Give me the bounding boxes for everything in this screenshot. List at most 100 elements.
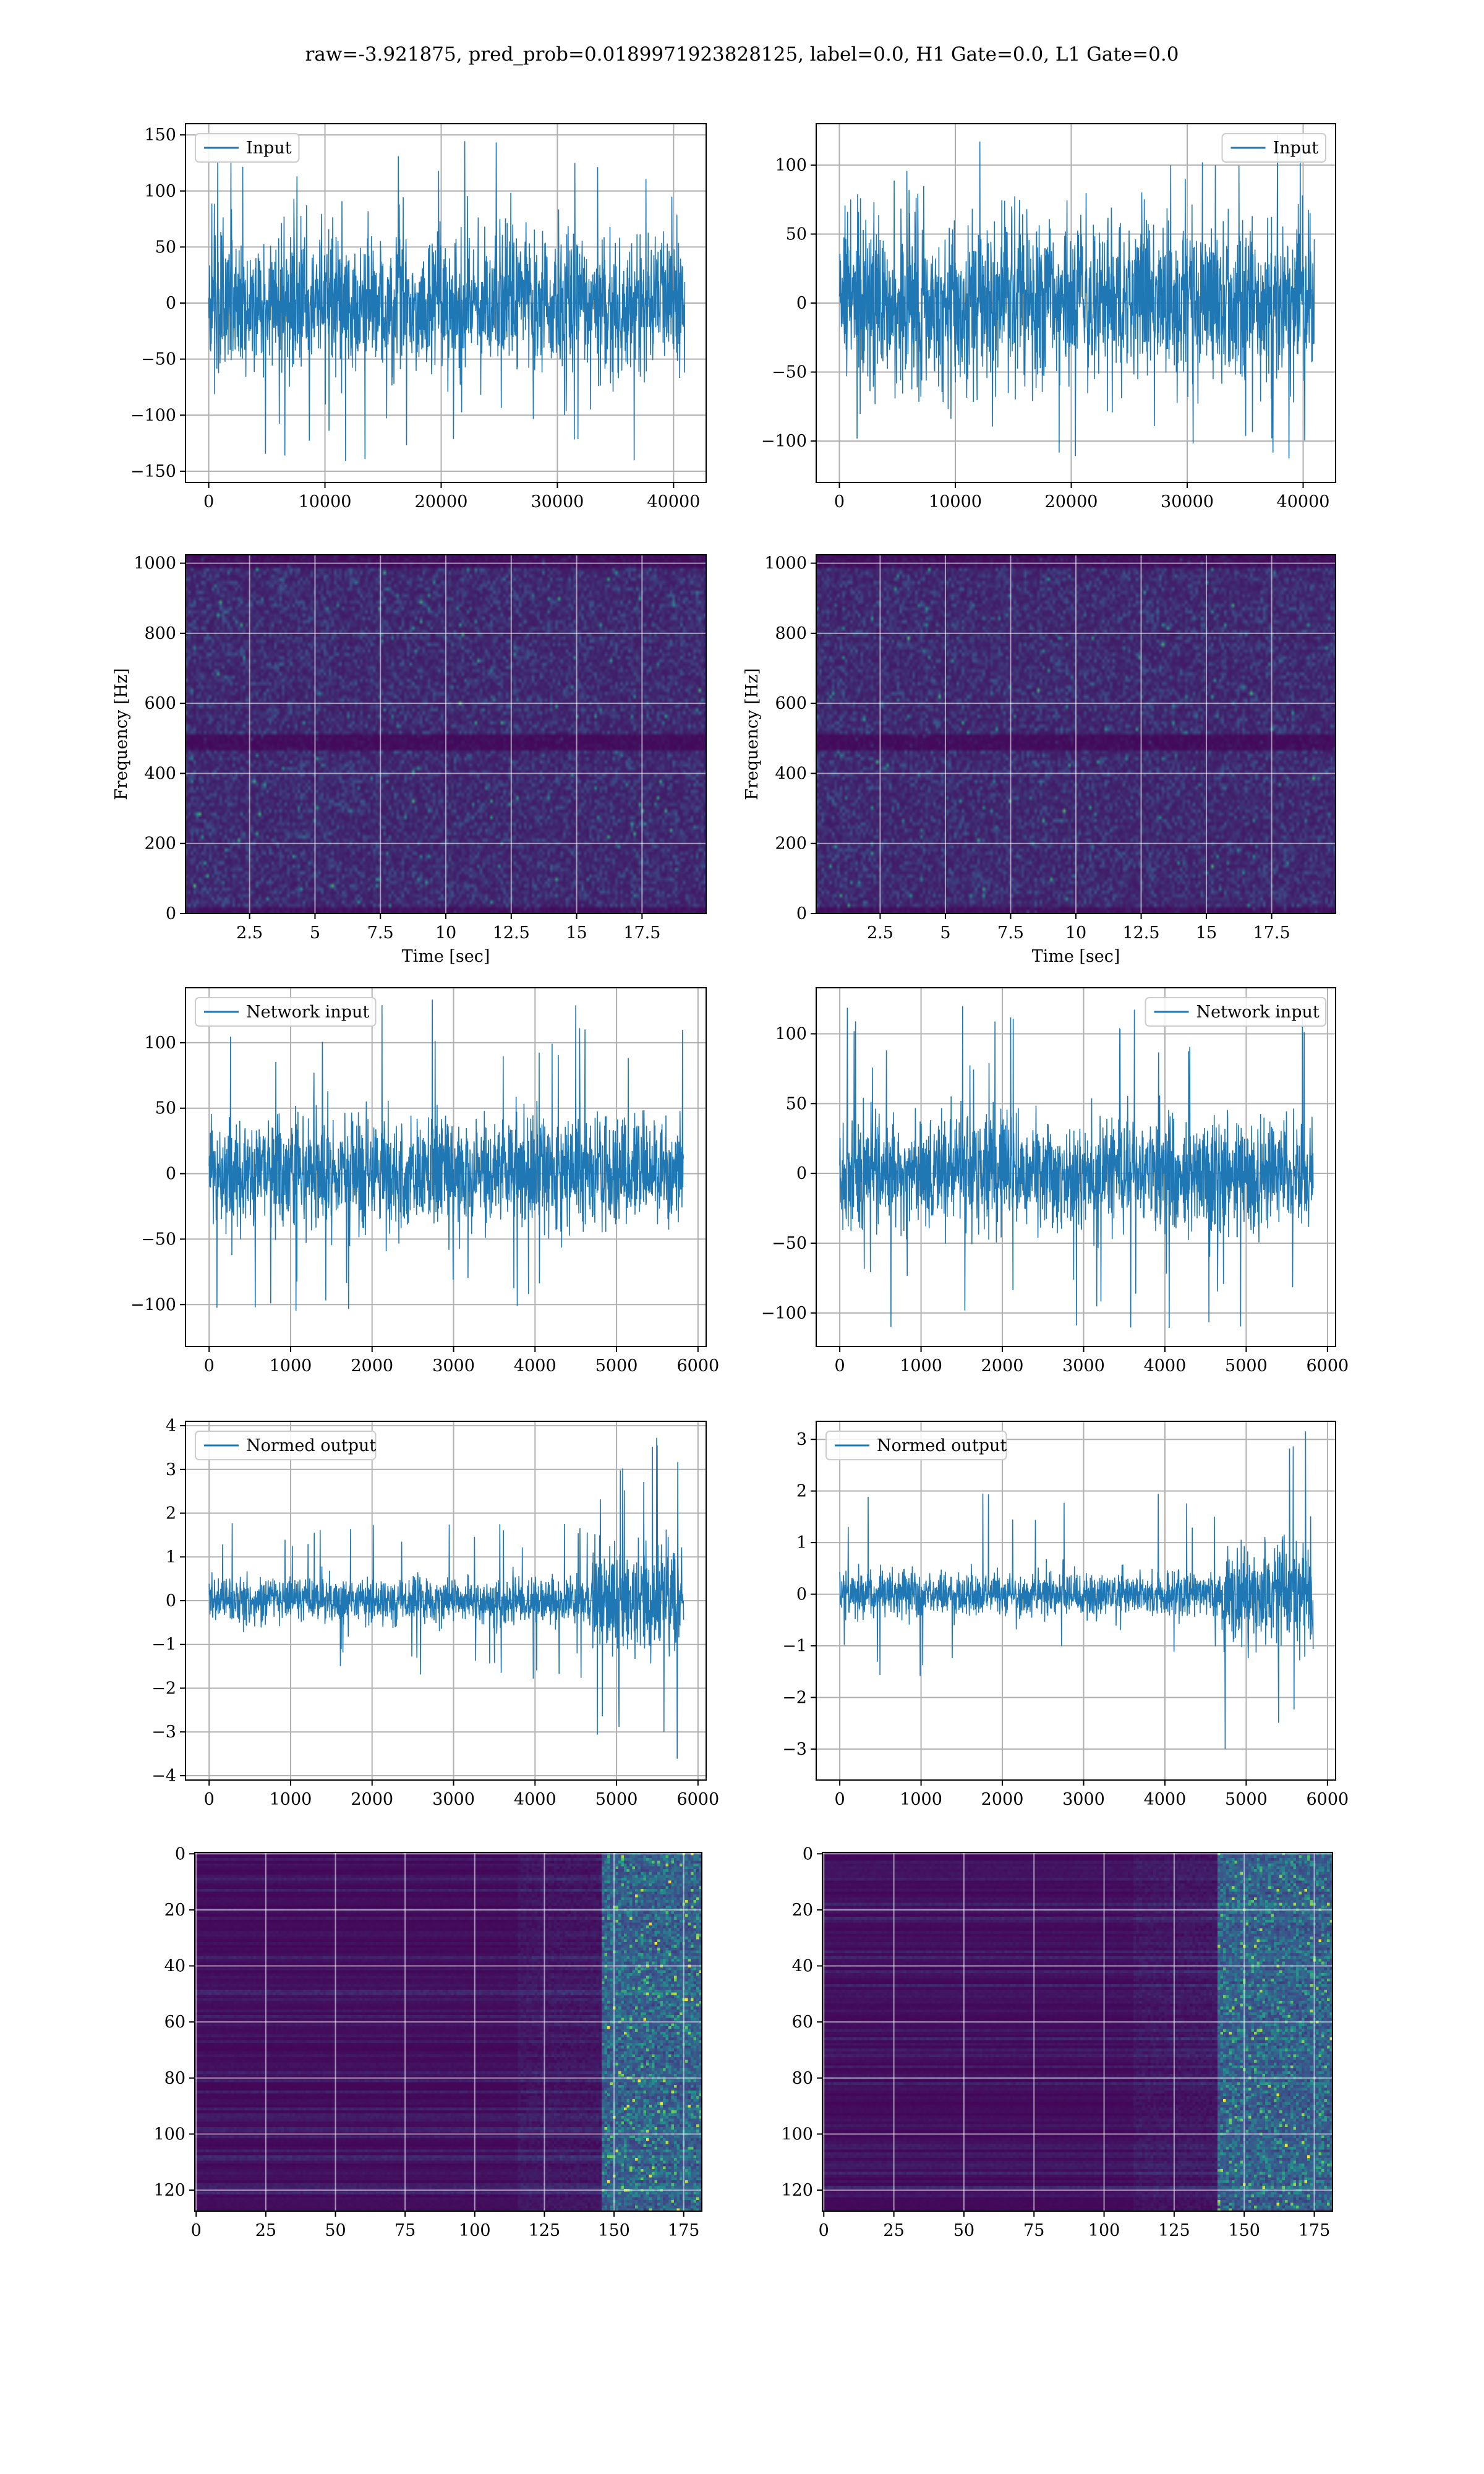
y-tick-label: −1 — [151, 1635, 176, 1654]
y-tick-label: −4 — [151, 1766, 176, 1786]
y-tick-label: 1 — [166, 1547, 176, 1567]
y-tick-label: −100 — [130, 406, 176, 425]
x-tick-label: 75 — [1023, 2221, 1044, 2240]
legend-label: Network input — [1196, 1003, 1320, 1022]
x-tick-label: 17.5 — [623, 923, 660, 943]
x-tick-label: 10000 — [299, 492, 352, 511]
x-tick-label: 6000 — [1306, 1790, 1349, 1809]
panel-l1-input: Input 0 10000 20000 30000 40000 −100 −50 0 50 100 — [761, 123, 1336, 511]
y-tick-label: 0 — [166, 904, 176, 923]
y-tick-label: 50 — [155, 1099, 176, 1118]
x-tick-label: 50 — [953, 2221, 974, 2240]
y-tick-label: −50 — [772, 1234, 807, 1253]
x-tick-label: 1000 — [900, 1356, 942, 1376]
x-tick-label: 3000 — [432, 1790, 475, 1809]
y-tick-label: 60 — [792, 2013, 813, 2032]
x-tick-label: 5 — [310, 923, 320, 943]
x-tick-label: 100 — [1088, 2221, 1120, 2240]
y-tick-label: −100 — [761, 432, 807, 451]
x-tick-label: 4000 — [514, 1790, 556, 1809]
legend: Input — [195, 133, 300, 163]
y-tick-label: 100 — [144, 182, 176, 201]
feature-map-image — [822, 1852, 1333, 2211]
y-tick-label: 0 — [166, 294, 176, 313]
y-tick-label: −100 — [761, 1304, 807, 1323]
legend-box — [825, 1431, 1007, 1460]
y-tick-label: 200 — [144, 834, 176, 854]
axes-frame — [822, 1852, 1333, 2212]
panel-h1-normed-output: Normed output 0 1000 2000 3000 4000 5000 6000 −4… — [151, 1416, 719, 1809]
x-tick-label: 30000 — [531, 492, 584, 511]
legend-label: Input — [246, 139, 292, 158]
x-tick-label: 1000 — [270, 1356, 312, 1376]
y-tick-label: 80 — [792, 2069, 813, 2088]
y-tick-label: −2 — [151, 1679, 176, 1698]
x-tick-label: 175 — [1298, 2221, 1331, 2240]
x-tick-label: 5000 — [1225, 1790, 1268, 1809]
x-tick-label: 2000 — [981, 1356, 1024, 1376]
y-tick-label: 4 — [166, 1416, 176, 1436]
legend-box — [1221, 133, 1326, 163]
y-tick-label: −2 — [782, 1688, 807, 1707]
y-tick-label: 800 — [144, 624, 176, 643]
y-tick-label: 400 — [775, 764, 807, 783]
y-tick-label: 1 — [796, 1533, 807, 1552]
y-tick-label: 80 — [164, 2069, 186, 2088]
y-tick-label: 120 — [153, 2181, 186, 2200]
panel-l1-spectrogram: 2.5 5 7.5 10 12.5 15 17.5 0 200 400 600 800 1000 Time… — [743, 554, 1336, 966]
legend-label: Input — [1273, 139, 1319, 158]
x-tick-label: 0 — [204, 1790, 215, 1809]
y-tick-label: 150 — [144, 126, 176, 145]
x-tick-label: 0 — [834, 492, 845, 511]
x-tick-label: 0 — [835, 1356, 845, 1376]
x-tick-label: 3000 — [1062, 1790, 1105, 1809]
feature-map-image — [195, 1852, 702, 2211]
y-tick-label: 0 — [166, 1165, 176, 1184]
y-tick-label: 3 — [166, 1460, 176, 1479]
x-tick-label: 25 — [255, 2221, 276, 2240]
x-tick-label: 5000 — [595, 1790, 638, 1809]
y-tick-label: 0 — [803, 1844, 813, 1864]
legend: Normed output — [825, 1431, 1007, 1460]
x-tick-label: 6000 — [676, 1356, 719, 1376]
series-line-network-input — [208, 999, 684, 1311]
panel-h1-spectrogram: 2.5 5 7.5 10 12.5 15 17.5 0 200 400 600 800 1000 Time… — [112, 554, 707, 966]
y-tick-label: 0 — [796, 1164, 807, 1183]
gridlines — [186, 988, 706, 1346]
x-tick-label: 12.5 — [1122, 923, 1159, 943]
x-tick-label: 20000 — [1045, 492, 1098, 511]
legend-box — [195, 133, 300, 163]
legend: Network input — [195, 997, 377, 1027]
x-tick-label: 5 — [940, 923, 950, 943]
y-tick-label: −50 — [772, 363, 807, 382]
x-tick-label: 2000 — [351, 1356, 393, 1376]
x-tick-label: 10 — [1065, 923, 1086, 943]
panel-l1-feature-map: 0 25 50 75 100 125 150 175 0 20 40 60 80 100 120 — [781, 1844, 1333, 2240]
x-tick-label: 17.5 — [1253, 923, 1290, 943]
series-line-input — [208, 141, 686, 461]
y-tick-label: 1000 — [764, 554, 807, 573]
x-tick-label: 30000 — [1161, 492, 1214, 511]
y-tick-label: 2 — [166, 1504, 176, 1523]
panel-l1-normed-output: Normed output 0 1000 2000 3000 4000 5000 6000 −3… — [782, 1421, 1349, 1809]
x-axis-label: Time [sec] — [402, 947, 490, 966]
x-axis-label: Time [sec] — [1032, 947, 1120, 966]
x-tick-label: 7.5 — [997, 923, 1024, 943]
gridlines — [195, 1852, 702, 2211]
figure-suptitle: raw=-3.921875, pred_prob=0.0189971923828… — [305, 43, 1179, 66]
x-tick-label: 150 — [1228, 2221, 1260, 2240]
y-tick-label: 60 — [164, 2013, 186, 2032]
x-tick-label: 6000 — [1306, 1356, 1349, 1376]
legend-label: Normed output — [246, 1436, 376, 1455]
axes-frame — [816, 1421, 1336, 1781]
x-tick-label: 2000 — [351, 1790, 393, 1809]
x-tick-label: 3000 — [432, 1356, 475, 1376]
y-tick-label: 0 — [175, 1844, 186, 1864]
legend-box — [1145, 997, 1326, 1027]
y-tick-label: 100 — [153, 2125, 186, 2144]
legend: Network input — [1145, 997, 1326, 1027]
y-tick-label: −3 — [151, 1723, 176, 1742]
x-tick-label: 0 — [819, 2221, 829, 2240]
x-tick-label: 5000 — [1225, 1356, 1268, 1376]
